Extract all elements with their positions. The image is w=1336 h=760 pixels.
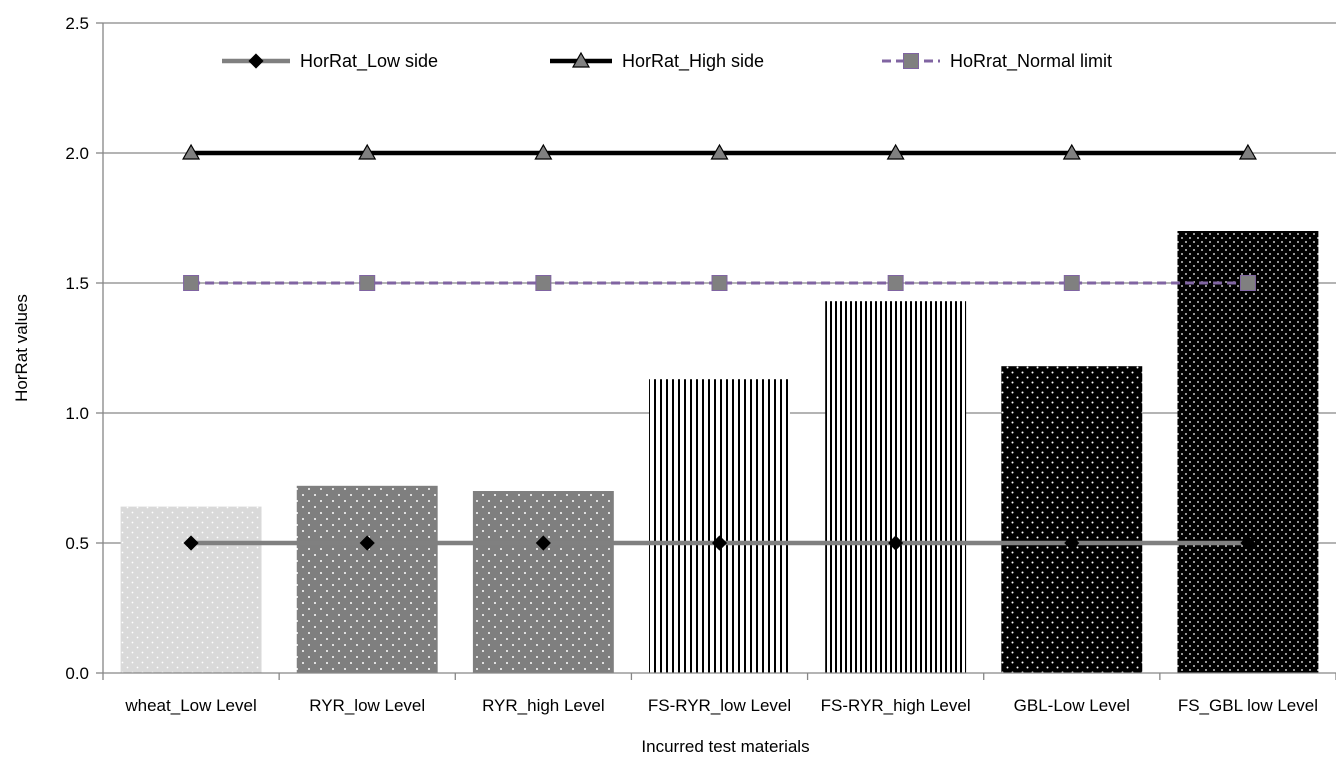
x-tick-label: FS-RYR_high Level [821, 696, 971, 715]
series-point [534, 143, 553, 160]
series-point [359, 535, 375, 551]
axes [96, 22, 1336, 680]
x-tick-label: GBL-Low Level [1014, 696, 1130, 715]
x-tick-label: FS-RYR_low Level [648, 696, 791, 715]
bar-3 [472, 491, 614, 673]
legend-marker [248, 53, 264, 69]
y-axis-title: HorRat values [12, 294, 31, 402]
series-point [535, 535, 551, 551]
y-tick-label: 1.5 [65, 274, 89, 293]
legend-entry-3: HoRrat_Normal limit [882, 51, 1112, 72]
series-point [888, 535, 904, 551]
series-point [183, 275, 200, 291]
legend-entry-1: HorRat_Low side [222, 51, 438, 72]
x-tick-label: wheat_Low Level [124, 696, 256, 715]
legend: HorRat_Low side HorRat_High side HoRrat_No… [222, 51, 1112, 72]
series-point [359, 275, 376, 291]
series-point [183, 535, 199, 551]
series-3 [183, 275, 1256, 291]
bar-4 [649, 379, 790, 673]
series-point [1240, 535, 1256, 551]
y-tick-label: 2.5 [65, 14, 89, 33]
legend-label: HoRrat_Normal limit [950, 51, 1112, 72]
bar-1 [120, 506, 262, 673]
x-tick-label: RYR_low Level [309, 696, 425, 715]
series-point [535, 275, 552, 291]
series-point [1238, 143, 1257, 160]
x-tick-label: FS_GBL low Level [1178, 696, 1318, 715]
x-tick-label: RYR_high Level [482, 696, 605, 715]
series-point [886, 143, 905, 160]
legend-label: HorRat_Low side [300, 51, 438, 72]
series-point [1064, 535, 1080, 551]
series-1 [183, 535, 1256, 551]
bar-7 [1177, 231, 1319, 673]
series-point [711, 275, 728, 291]
legend-entry-2: HorRat_High side [550, 51, 764, 72]
bars [120, 231, 1319, 673]
bar-2 [296, 485, 438, 673]
series-lines [182, 143, 1257, 551]
bar-5 [825, 301, 967, 673]
bar-6 [1001, 366, 1143, 673]
series-point [182, 143, 201, 160]
series-2 [182, 143, 1257, 160]
legend-label: HorRat_High side [622, 51, 764, 72]
y-tick-label: 2.0 [65, 144, 89, 163]
y-tick-label: 0.0 [65, 664, 89, 683]
legend-marker [903, 53, 919, 69]
series-point [1063, 275, 1080, 291]
x-axis-title: Incurred test materials [641, 737, 809, 755]
series-point [1239, 275, 1256, 291]
axis-labels: 0.0 0.5 1.0 1.5 2.0 2.5 wheat_Low Level RYR_low… [12, 14, 1318, 756]
y-tick-label: 0.5 [65, 534, 89, 553]
series-point [710, 143, 729, 160]
series-point [358, 143, 377, 160]
series-point [887, 275, 904, 291]
series-point [711, 535, 728, 551]
series-point [1062, 143, 1081, 160]
y-tick-label: 1.0 [65, 404, 89, 423]
legend-marker [571, 51, 591, 68]
